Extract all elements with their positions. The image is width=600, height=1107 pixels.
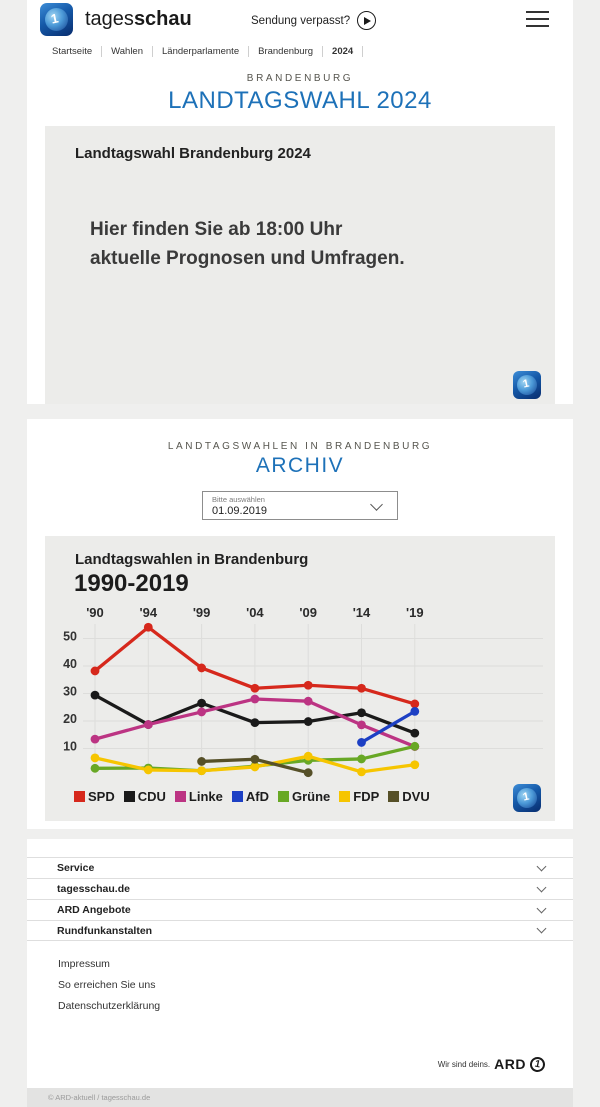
legend-label: AfD <box>245 789 269 804</box>
legend-label: CDU <box>137 789 166 804</box>
legend-swatch <box>339 791 351 802</box>
accordion-label: tagesschau.de <box>57 883 130 895</box>
archive-chart-card: Landtagswahlen in Brandenburg 1990-2019 … <box>45 536 555 821</box>
teaser-text: Hier finden Sie ab 18:00 Uhr aktuelle Pr… <box>45 162 555 274</box>
sendung-verpasst-link[interactable]: Sendung verpasst? <box>251 11 377 30</box>
teaser-line1: Hier finden Sie ab 18:00 Uhr <box>90 219 343 240</box>
accordion-label: Service <box>57 862 95 874</box>
legend-swatch <box>277 791 289 802</box>
svg-text:'99: '99 <box>193 605 211 620</box>
election-results-line-chart: 10 20 30 40 50 '90 '94 '99 '04 '09 '14 '19 <box>63 605 543 778</box>
brand-regular: tages <box>85 8 134 30</box>
ard-logo-icon <box>513 371 541 399</box>
ard-brand-text: ARD <box>494 1056 526 1072</box>
legend-label: FDP <box>353 789 380 804</box>
legend-item-linke: Linke <box>174 789 223 804</box>
ard-claim-text: Wir sind deins. <box>437 1059 491 1069</box>
svg-text:30: 30 <box>63 685 77 699</box>
play-triangle-icon <box>364 16 372 25</box>
breadcrumb: Startseite Wahlen Länderparlamente Brandenb… <box>52 42 573 60</box>
site-header: tagesschau Sendung verpasst? <box>27 0 573 38</box>
legend-label: SPD <box>88 789 115 804</box>
legend-item-afd: AfD <box>231 789 269 804</box>
accordion-label: ARD Angebote <box>57 904 131 916</box>
copyright-text: © ARD-aktuell / tagesschau.de <box>48 1093 151 1102</box>
legend-label: Grüne <box>291 789 331 804</box>
legend-item-dvu: DVU <box>388 789 430 804</box>
brand-bold: schau <box>133 8 192 30</box>
breadcrumb-item-wahlen[interactable]: Wahlen <box>102 45 153 57</box>
footer-links: Impressum So erreichen Sie uns Datenschutz… <box>27 953 573 1016</box>
legend-swatch <box>388 791 400 802</box>
footer-accordion-service[interactable]: Service <box>27 857 573 878</box>
brand-title[interactable]: tagesschau <box>85 8 192 31</box>
election-teaser-card: Landtagswahl Brandenburg 2024 Hier finde… <box>45 126 555 404</box>
hamburger-menu-icon[interactable] <box>526 11 549 27</box>
tagesschau-logo-icon[interactable] <box>40 3 73 36</box>
main-section: tagesschau Sendung verpasst? StartseiteW… <box>27 0 573 404</box>
copyright-bar: © ARD-aktuell / tagesschau.de <box>27 1088 573 1107</box>
legend-label: Linke <box>188 789 223 804</box>
page-title: LANDTAGSWAHL 2024 <box>168 87 432 114</box>
ard-one-icon: 1 <box>528 1055 547 1073</box>
legend-swatch <box>74 791 85 802</box>
footer-accordion-rundfunkanstalten[interactable]: Rundfunkanstalten <box>27 920 573 941</box>
footer-accordion-ard-angebote[interactable]: ARD Angebote <box>27 899 573 920</box>
archive-date-select[interactable]: Bitte auswählen 01.09.2019 <box>202 491 398 520</box>
svg-text:'09: '09 <box>299 605 317 620</box>
play-icon[interactable] <box>357 11 377 30</box>
ard-logo-icon <box>513 784 541 812</box>
chevron-down-icon <box>536 882 547 892</box>
chart-subtitle: 1990-2019 <box>74 570 189 597</box>
legend-item-grüne: Grüne <box>277 789 331 804</box>
svg-text:40: 40 <box>63 657 77 671</box>
footer-link-datenschutzerkl-rung[interactable]: Datenschutzerklärung <box>58 999 161 1012</box>
svg-text:50: 50 <box>63 630 77 644</box>
legend-label: DVU <box>402 789 430 804</box>
svg-text:'90: '90 <box>86 605 104 620</box>
svg-text:'19: '19 <box>406 605 424 620</box>
legend-item-spd: SPD <box>74 789 115 804</box>
legend-item-fdp: FDP <box>339 789 379 804</box>
breadcrumb-item-2024[interactable]: 2024 <box>323 45 364 57</box>
footer-accordion-tagesschau-de[interactable]: tagesschau.de <box>27 878 573 899</box>
sendung-verpasst-label: Sendung verpasst? <box>251 14 351 27</box>
archive-section: LANDTAGSWAHLEN IN BRANDENBURG ARCHIV Bit… <box>27 419 573 829</box>
svg-text:'04: '04 <box>246 605 264 620</box>
page-kicker: BRANDENBURG <box>246 73 354 84</box>
dropdown-value: 01.09.2019 <box>212 505 268 517</box>
breadcrumb-item-startseite[interactable]: Startseite <box>52 45 103 57</box>
legend-swatch <box>231 791 243 802</box>
svg-text:'14: '14 <box>353 605 371 620</box>
breadcrumb-item-länderparlamente[interactable]: Länderparlamente <box>153 45 250 57</box>
svg-text:'94: '94 <box>140 605 158 620</box>
footer-section: Service tagesschau.de ARD Angebote Rundfunk… <box>27 839 573 1107</box>
legend-swatch <box>123 791 135 802</box>
legend-swatch <box>174 791 186 802</box>
archive-kicker: LANDTAGSWAHLEN IN BRANDENBURG <box>167 441 433 452</box>
svg-text:10: 10 <box>63 740 77 754</box>
svg-text:20: 20 <box>63 712 77 726</box>
legend-item-cdu: CDU <box>123 789 166 804</box>
footer-link-so-erreichen-sie-uns[interactable]: So erreichen Sie uns <box>58 978 156 991</box>
accordion-label: Rundfunkanstalten <box>57 924 153 937</box>
dropdown-label: Bitte auswählen <box>212 495 265 504</box>
chart-legend: SPD CDU Linke AfD Grüne FDP DVU <box>74 789 439 804</box>
footer-link-impressum[interactable]: Impressum <box>58 957 110 970</box>
chart-title: Landtagswahlen in Brandenburg <box>75 551 309 568</box>
footer-accordions: Service tagesschau.de ARD Angebote Rundfunk… <box>27 857 573 941</box>
archive-title: ARCHIV <box>255 454 345 477</box>
chevron-down-icon <box>536 903 547 913</box>
teaser-line2: aktuelle Prognosen und Umfragen. <box>90 248 405 270</box>
breadcrumb-item-brandenburg[interactable]: Brandenburg <box>249 45 324 57</box>
chevron-down-icon <box>536 861 547 871</box>
ard-claim: Wir sind deins. ARD 1 <box>27 1055 573 1073</box>
teaser-heading: Landtagswahl Brandenburg 2024 <box>75 145 311 162</box>
chevron-down-icon <box>536 923 547 934</box>
